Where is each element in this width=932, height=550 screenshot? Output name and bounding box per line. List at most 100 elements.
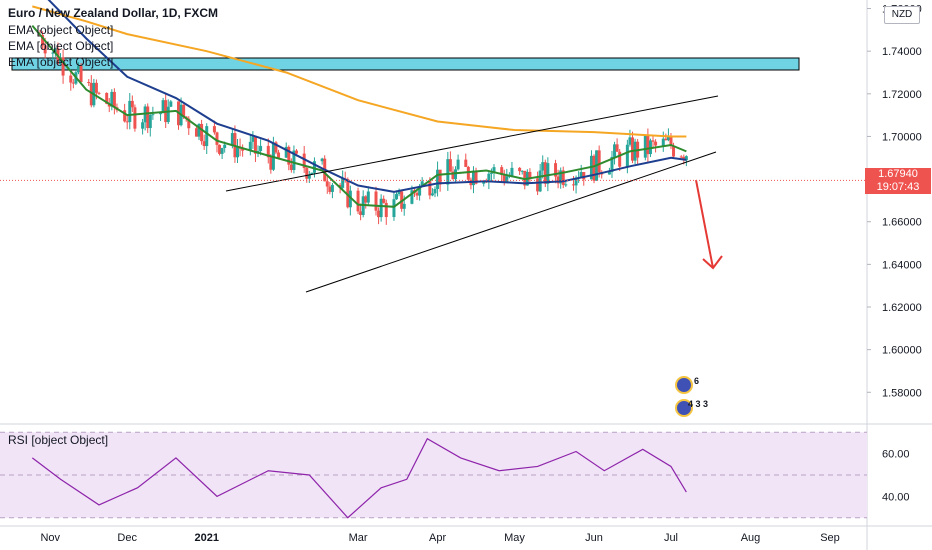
candle-body (502, 175, 506, 182)
currency-button[interactable]: NZD (884, 6, 920, 24)
candle-body (223, 144, 227, 149)
candle-body (200, 123, 204, 142)
candle-body (312, 161, 316, 173)
candle-body (218, 144, 222, 154)
candle-body (112, 91, 116, 108)
candle-body (669, 136, 673, 146)
legend-ema-1[interactable]: EMA [object Object] (8, 23, 114, 37)
candle-body (574, 177, 578, 186)
price-tick-label: 1.66000 (882, 217, 922, 229)
candle-body (248, 141, 252, 151)
candle-body (151, 114, 155, 116)
candle-body (166, 106, 170, 123)
candle-body (471, 170, 475, 186)
candle-body (330, 184, 334, 192)
candle-body (433, 188, 437, 194)
candle-body (320, 158, 324, 162)
candle-body (438, 169, 442, 185)
candle-body (76, 65, 80, 73)
candle-body (492, 167, 496, 173)
candle-body (559, 170, 563, 184)
candle-body (194, 128, 198, 137)
price-tick-label: 1.70000 (882, 131, 922, 143)
candle-body (666, 136, 670, 141)
candle-body (128, 100, 132, 122)
time-tick-label: Sep (820, 532, 840, 544)
candle-body (392, 199, 396, 218)
candle-body (500, 167, 504, 176)
candle-body (41, 35, 45, 46)
wedge-lower-line[interactable] (305, 151, 717, 293)
candle-body (448, 159, 452, 172)
candle-body (430, 193, 434, 196)
candle-body (418, 185, 422, 196)
candle-body (466, 166, 470, 180)
candle-body (592, 155, 596, 181)
candle-body (664, 138, 668, 141)
candle-body (110, 91, 114, 107)
legend-ema-3[interactable]: EMA [object Object] (8, 55, 114, 69)
candle-body (269, 157, 273, 170)
ema-line-1[interactable] (31, 24, 687, 208)
price-tick-label: 1.72000 (882, 89, 922, 101)
candle-body (631, 137, 634, 161)
candle-body (528, 171, 532, 179)
wedge-upper-line[interactable] (225, 95, 719, 192)
candle-body (87, 82, 91, 84)
candle-body (205, 126, 209, 147)
candle-body (236, 146, 239, 158)
candle-body (212, 126, 216, 133)
rsi-line[interactable] (31, 437, 687, 519)
candle-body (97, 92, 101, 94)
candle-body (346, 179, 350, 208)
candle-body (294, 150, 298, 154)
candle-body (182, 104, 186, 117)
price-tick-label: 1.58000 (882, 387, 922, 399)
candle-body (420, 181, 424, 186)
event-badge-group[interactable] (675, 399, 693, 417)
candle-body (597, 150, 601, 173)
candle-body (107, 103, 111, 107)
ema-line-2[interactable] (32, 0, 687, 193)
candle-body (397, 191, 401, 195)
event-badge-count: 6 (694, 376, 699, 386)
time-tick-label: Jun (585, 532, 603, 544)
candle-body (277, 152, 281, 158)
candle-body (53, 48, 57, 53)
legend-ema-2[interactable]: EMA [object Object] (8, 39, 114, 53)
candle-body (451, 171, 455, 180)
candle-body (161, 100, 165, 114)
candle-body (436, 169, 440, 189)
candle-body (482, 181, 486, 184)
candle-body (146, 106, 150, 129)
price-tick-label: 1.64000 (882, 259, 922, 271)
candle-body (123, 110, 127, 122)
candle-body (266, 145, 270, 158)
candle-body (510, 167, 514, 176)
candle-body (415, 192, 419, 196)
rsi-tick-label: 60.00 (882, 449, 910, 461)
candle-body (215, 132, 219, 145)
price-tick-label: 1.60000 (882, 345, 922, 357)
candle-body (310, 172, 314, 175)
candle-body (410, 190, 414, 204)
candle-body (428, 181, 432, 196)
candle-body (220, 148, 224, 154)
projection-arrow[interactable] (695, 179, 714, 269)
time-tick-label: Jul (664, 532, 678, 544)
candle-body (359, 211, 363, 215)
event-badge-eu[interactable] (675, 376, 693, 394)
candle-body (684, 156, 688, 161)
candle-body (302, 153, 306, 169)
ema-line-3[interactable] (32, 5, 687, 138)
candle-body (341, 178, 345, 188)
candle-body (446, 159, 450, 185)
candle-body (133, 107, 137, 129)
candle-body (625, 144, 629, 167)
candle-body (130, 100, 134, 108)
time-tick-label: Dec (117, 532, 137, 544)
rsi-legend[interactable]: RSI [object Object] (8, 433, 109, 447)
resistance-zone[interactable] (11, 57, 800, 71)
candle-body (518, 167, 522, 172)
